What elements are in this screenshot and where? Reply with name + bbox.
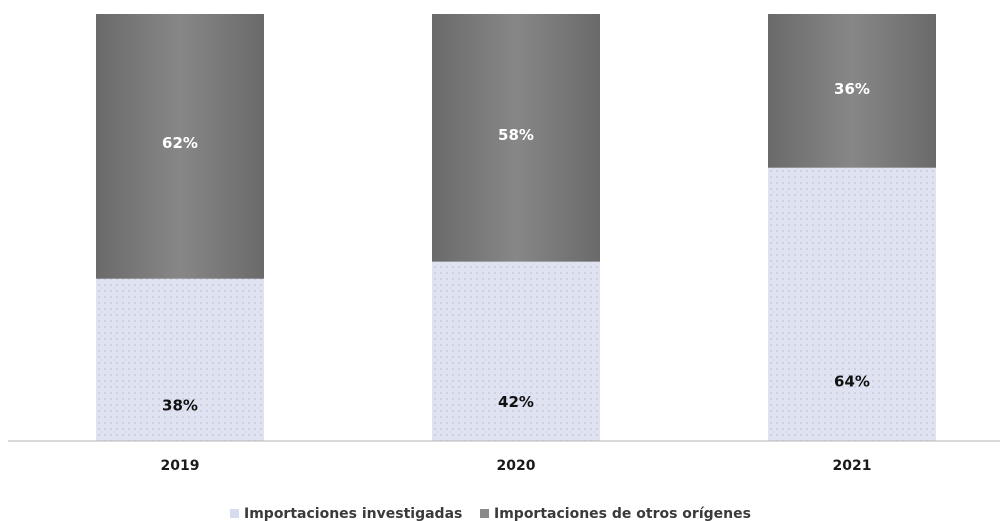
bar-investigadas-2020 xyxy=(432,261,600,441)
x-tick-label-2019: 2019 xyxy=(161,458,200,474)
plot-area: 38% 62% 42% 58% 64% 36% xyxy=(96,14,936,441)
data-label-otros-2021: 36% xyxy=(834,80,870,98)
data-label-investigadas-2019: 38% xyxy=(162,397,198,415)
data-label-otros-2019: 62% xyxy=(162,134,198,152)
legend-label-otros: Importaciones de otros orígenes xyxy=(494,506,751,521)
data-label-investigadas-2020: 42% xyxy=(498,393,534,411)
bar-otros-2019 xyxy=(96,14,264,279)
bar-otros-2020 xyxy=(432,14,600,262)
x-tick-label-2021: 2021 xyxy=(833,458,872,474)
bar-investigadas-2021 xyxy=(768,167,936,441)
legend: Importaciones investigadas Importaciones … xyxy=(230,506,751,521)
legend-swatch-otros xyxy=(480,509,489,518)
legend-label-investigadas: Importaciones investigadas xyxy=(244,506,462,521)
x-tick-label-2020: 2020 xyxy=(497,458,536,474)
legend-swatch-investigadas xyxy=(230,509,239,518)
data-label-investigadas-2021: 64% xyxy=(834,373,870,391)
bar-investigadas-2019 xyxy=(96,278,264,441)
data-label-otros-2020: 58% xyxy=(498,126,534,144)
bar-otros-2021 xyxy=(768,14,936,168)
x-axis-ticks: 2019 2020 2021 xyxy=(161,458,872,474)
